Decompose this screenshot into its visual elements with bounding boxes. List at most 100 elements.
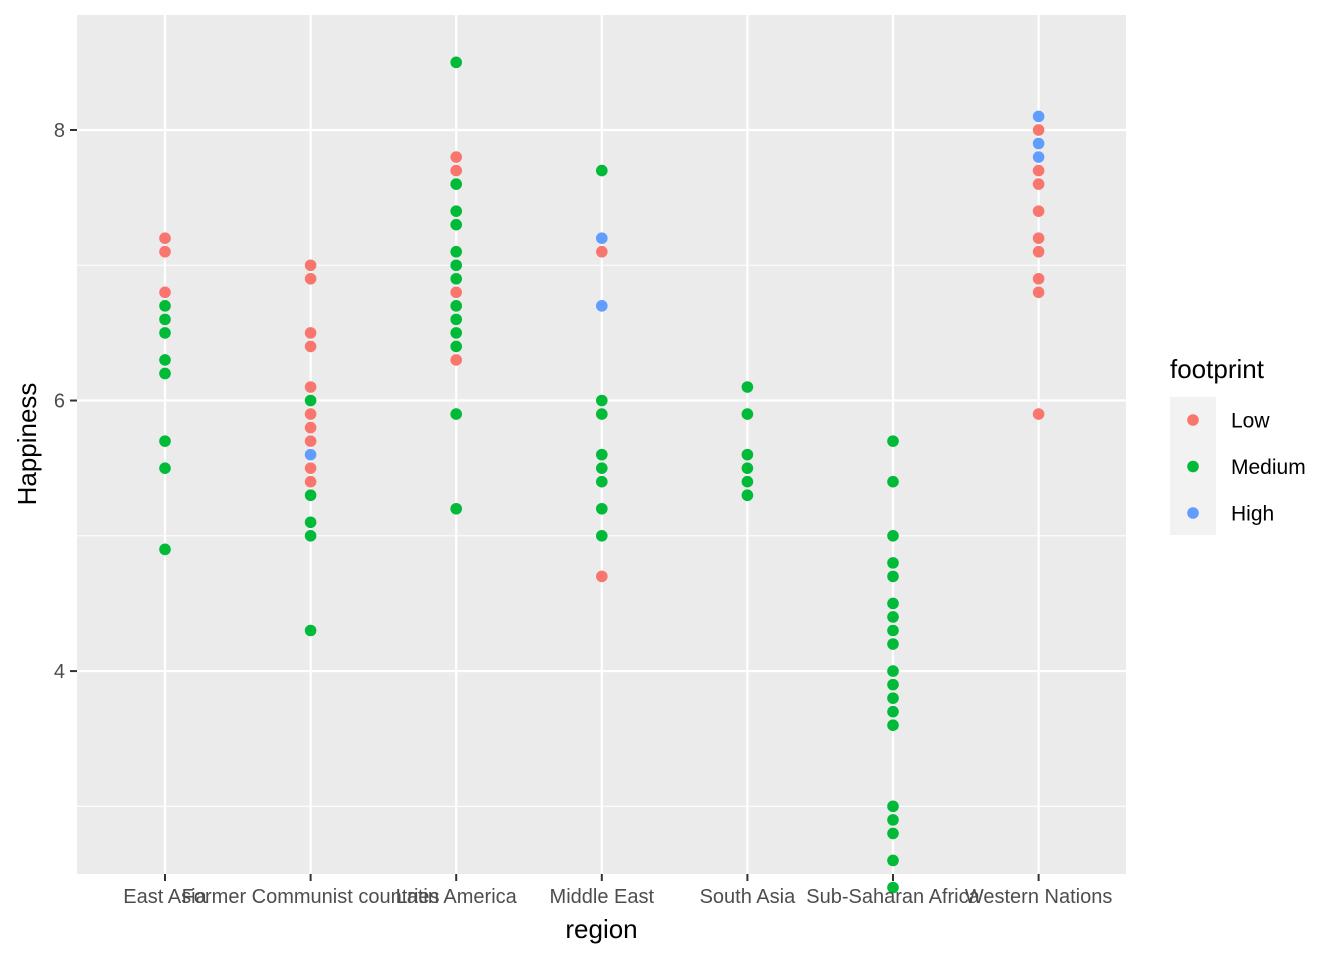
data-point-low <box>450 354 463 366</box>
data-point-medium <box>887 530 899 542</box>
data-point-low <box>304 408 317 420</box>
data-point-low <box>304 272 317 285</box>
data-point-low <box>1032 178 1045 190</box>
data-point-medium <box>159 300 171 312</box>
y-tick-label: 8 <box>54 120 65 142</box>
data-point-low <box>304 259 317 272</box>
data-point-medium <box>450 340 463 353</box>
data-point-medium <box>159 435 171 447</box>
data-point-medium <box>596 502 608 515</box>
data-point-medium <box>450 272 463 285</box>
data-point-medium <box>304 516 317 529</box>
data-point-high <box>1032 137 1045 150</box>
data-point-low <box>1032 245 1045 258</box>
data-point-low <box>304 421 317 434</box>
legend-key-medium <box>1187 460 1199 473</box>
data-point-medium <box>159 313 171 326</box>
x-tick-label: Western Nations <box>965 886 1112 908</box>
data-point-medium <box>887 881 899 894</box>
data-points <box>159 56 1045 894</box>
data-point-medium <box>596 408 608 420</box>
legend-key-low <box>1187 414 1199 426</box>
data-point-high <box>1032 110 1045 123</box>
data-point-low <box>450 286 463 299</box>
data-point-medium <box>741 489 754 502</box>
data-point-low <box>304 340 317 353</box>
data-point-medium <box>450 218 463 231</box>
data-point-low <box>304 462 317 474</box>
x-tick-label: Former Communist countries <box>182 886 440 908</box>
data-point-medium <box>887 719 899 731</box>
legend-label-medium: Medium <box>1231 456 1306 479</box>
data-point-medium <box>450 502 463 515</box>
data-point-high <box>1032 151 1045 163</box>
data-point-low <box>304 475 317 488</box>
data-point-low <box>159 232 171 245</box>
data-point-low <box>304 327 317 339</box>
data-point-medium <box>450 300 463 312</box>
data-point-high <box>596 232 608 245</box>
data-point-medium <box>887 678 899 691</box>
legend-label-high: High <box>1231 503 1274 526</box>
data-point-low <box>596 570 608 583</box>
data-point-medium <box>741 448 754 461</box>
data-point-medium <box>887 692 899 704</box>
legend: footprint Low Medium High <box>1170 354 1306 535</box>
data-point-medium <box>450 327 463 339</box>
data-point-medium <box>304 530 317 542</box>
data-point-low <box>1032 124 1045 136</box>
data-point-medium <box>887 570 899 583</box>
data-point-high <box>304 448 317 461</box>
data-point-medium <box>450 178 463 190</box>
legend-key-high <box>1187 507 1199 519</box>
data-point-medium <box>887 475 899 488</box>
data-point-medium <box>887 800 899 813</box>
data-point-medium <box>159 327 171 339</box>
data-point-medium <box>450 259 463 272</box>
data-point-medium <box>304 394 317 407</box>
data-point-low <box>159 286 171 299</box>
data-point-medium <box>887 814 899 826</box>
data-point-low <box>1032 272 1045 285</box>
data-point-medium <box>887 854 899 867</box>
data-point-low <box>1032 408 1045 420</box>
data-point-medium <box>596 462 608 474</box>
data-point-medium <box>887 435 899 447</box>
data-point-medium <box>596 530 608 542</box>
x-tick-label: South Asia <box>700 886 797 908</box>
data-point-low <box>596 245 608 258</box>
data-point-low <box>450 151 463 163</box>
data-point-medium <box>887 665 899 677</box>
data-point-medium <box>887 611 899 623</box>
x-axis-title: region <box>565 914 637 944</box>
data-point-medium <box>741 381 754 393</box>
data-point-medium <box>159 354 171 366</box>
x-tick-label: Latin America <box>396 886 518 908</box>
data-point-medium <box>741 462 754 474</box>
x-tick-label: East Asia <box>123 886 207 908</box>
data-point-medium <box>741 408 754 420</box>
data-point-medium <box>450 56 463 69</box>
y-tick-label: 6 <box>54 391 65 413</box>
data-point-low <box>304 381 317 393</box>
data-point-medium <box>887 638 899 650</box>
legend-label-low: Low <box>1231 410 1270 433</box>
data-point-low <box>1032 286 1045 299</box>
data-point-medium <box>887 827 899 840</box>
y-axis: 4 6 8 <box>54 120 77 683</box>
data-point-low <box>159 245 171 258</box>
data-point-medium <box>450 205 463 217</box>
data-point-high <box>596 300 608 312</box>
data-point-medium <box>887 557 899 569</box>
x-tick-label: Middle East <box>550 886 655 908</box>
data-point-medium <box>596 164 608 177</box>
data-point-medium <box>596 448 608 461</box>
data-point-medium <box>304 624 317 637</box>
y-tick-label: 4 <box>54 661 65 683</box>
data-point-low <box>1032 205 1045 217</box>
data-point-medium <box>596 475 608 488</box>
data-point-low <box>1032 164 1045 177</box>
data-point-medium <box>741 475 754 488</box>
